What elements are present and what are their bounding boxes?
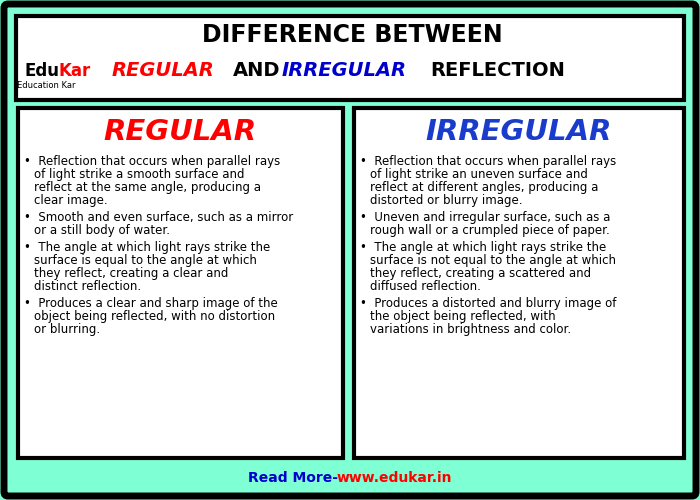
Text: Education Kar: Education Kar (17, 80, 76, 90)
FancyBboxPatch shape (18, 108, 343, 458)
Text: REGULAR: REGULAR (112, 62, 215, 80)
Text: •  Smooth and even surface, such as a mirror: • Smooth and even surface, such as a mir… (24, 211, 293, 224)
Text: object being reflected, with no distortion: object being reflected, with no distorti… (34, 310, 275, 323)
Text: distorted or blurry image.: distorted or blurry image. (370, 194, 522, 207)
Text: diffused reflection.: diffused reflection. (370, 280, 481, 293)
Text: REFLECTION: REFLECTION (430, 62, 565, 80)
Text: or blurring.: or blurring. (34, 323, 100, 336)
Text: IRREGULAR: IRREGULAR (282, 62, 407, 80)
Text: •  The angle at which light rays strike the: • The angle at which light rays strike t… (360, 241, 606, 254)
Text: the object being reflected, with: the object being reflected, with (370, 310, 556, 323)
Text: rough wall or a crumpled piece of paper.: rough wall or a crumpled piece of paper. (370, 224, 610, 237)
Text: distinct reflection.: distinct reflection. (34, 280, 141, 293)
Text: reflect at different angles, producing a: reflect at different angles, producing a (370, 181, 598, 194)
FancyBboxPatch shape (354, 108, 684, 458)
Text: Read More-: Read More- (248, 471, 343, 485)
Text: •  Reflection that occurs when parallel rays: • Reflection that occurs when parallel r… (360, 155, 616, 168)
FancyBboxPatch shape (4, 4, 696, 496)
Text: Kar: Kar (58, 62, 90, 80)
Text: •  Produces a clear and sharp image of the: • Produces a clear and sharp image of th… (24, 297, 278, 310)
Text: AND: AND (233, 62, 281, 80)
Text: •  The angle at which light rays strike the: • The angle at which light rays strike t… (24, 241, 270, 254)
Text: www.edukar.in: www.edukar.in (337, 471, 452, 485)
Text: they reflect, creating a scattered and: they reflect, creating a scattered and (370, 267, 591, 280)
Text: surface is equal to the angle at which: surface is equal to the angle at which (34, 254, 257, 267)
Text: of light strike an uneven surface and: of light strike an uneven surface and (370, 168, 588, 181)
Text: IRREGULAR: IRREGULAR (426, 118, 612, 146)
Text: surface is not equal to the angle at which: surface is not equal to the angle at whi… (370, 254, 616, 267)
Text: •  Produces a distorted and blurry image of: • Produces a distorted and blurry image … (360, 297, 617, 310)
Text: DIFFERENCE BETWEEN: DIFFERENCE BETWEEN (202, 23, 503, 47)
Text: of light strike a smooth surface and: of light strike a smooth surface and (34, 168, 244, 181)
Text: REGULAR: REGULAR (104, 118, 257, 146)
Text: Edu: Edu (25, 62, 60, 80)
Text: •  Reflection that occurs when parallel rays: • Reflection that occurs when parallel r… (24, 155, 280, 168)
FancyBboxPatch shape (16, 16, 684, 100)
Text: variations in brightness and color.: variations in brightness and color. (370, 323, 571, 336)
Text: •  Uneven and irregular surface, such as a: • Uneven and irregular surface, such as … (360, 211, 610, 224)
Text: reflect at the same angle, producing a: reflect at the same angle, producing a (34, 181, 261, 194)
Text: or a still body of water.: or a still body of water. (34, 224, 170, 237)
Text: they reflect, creating a clear and: they reflect, creating a clear and (34, 267, 228, 280)
Text: clear image.: clear image. (34, 194, 108, 207)
